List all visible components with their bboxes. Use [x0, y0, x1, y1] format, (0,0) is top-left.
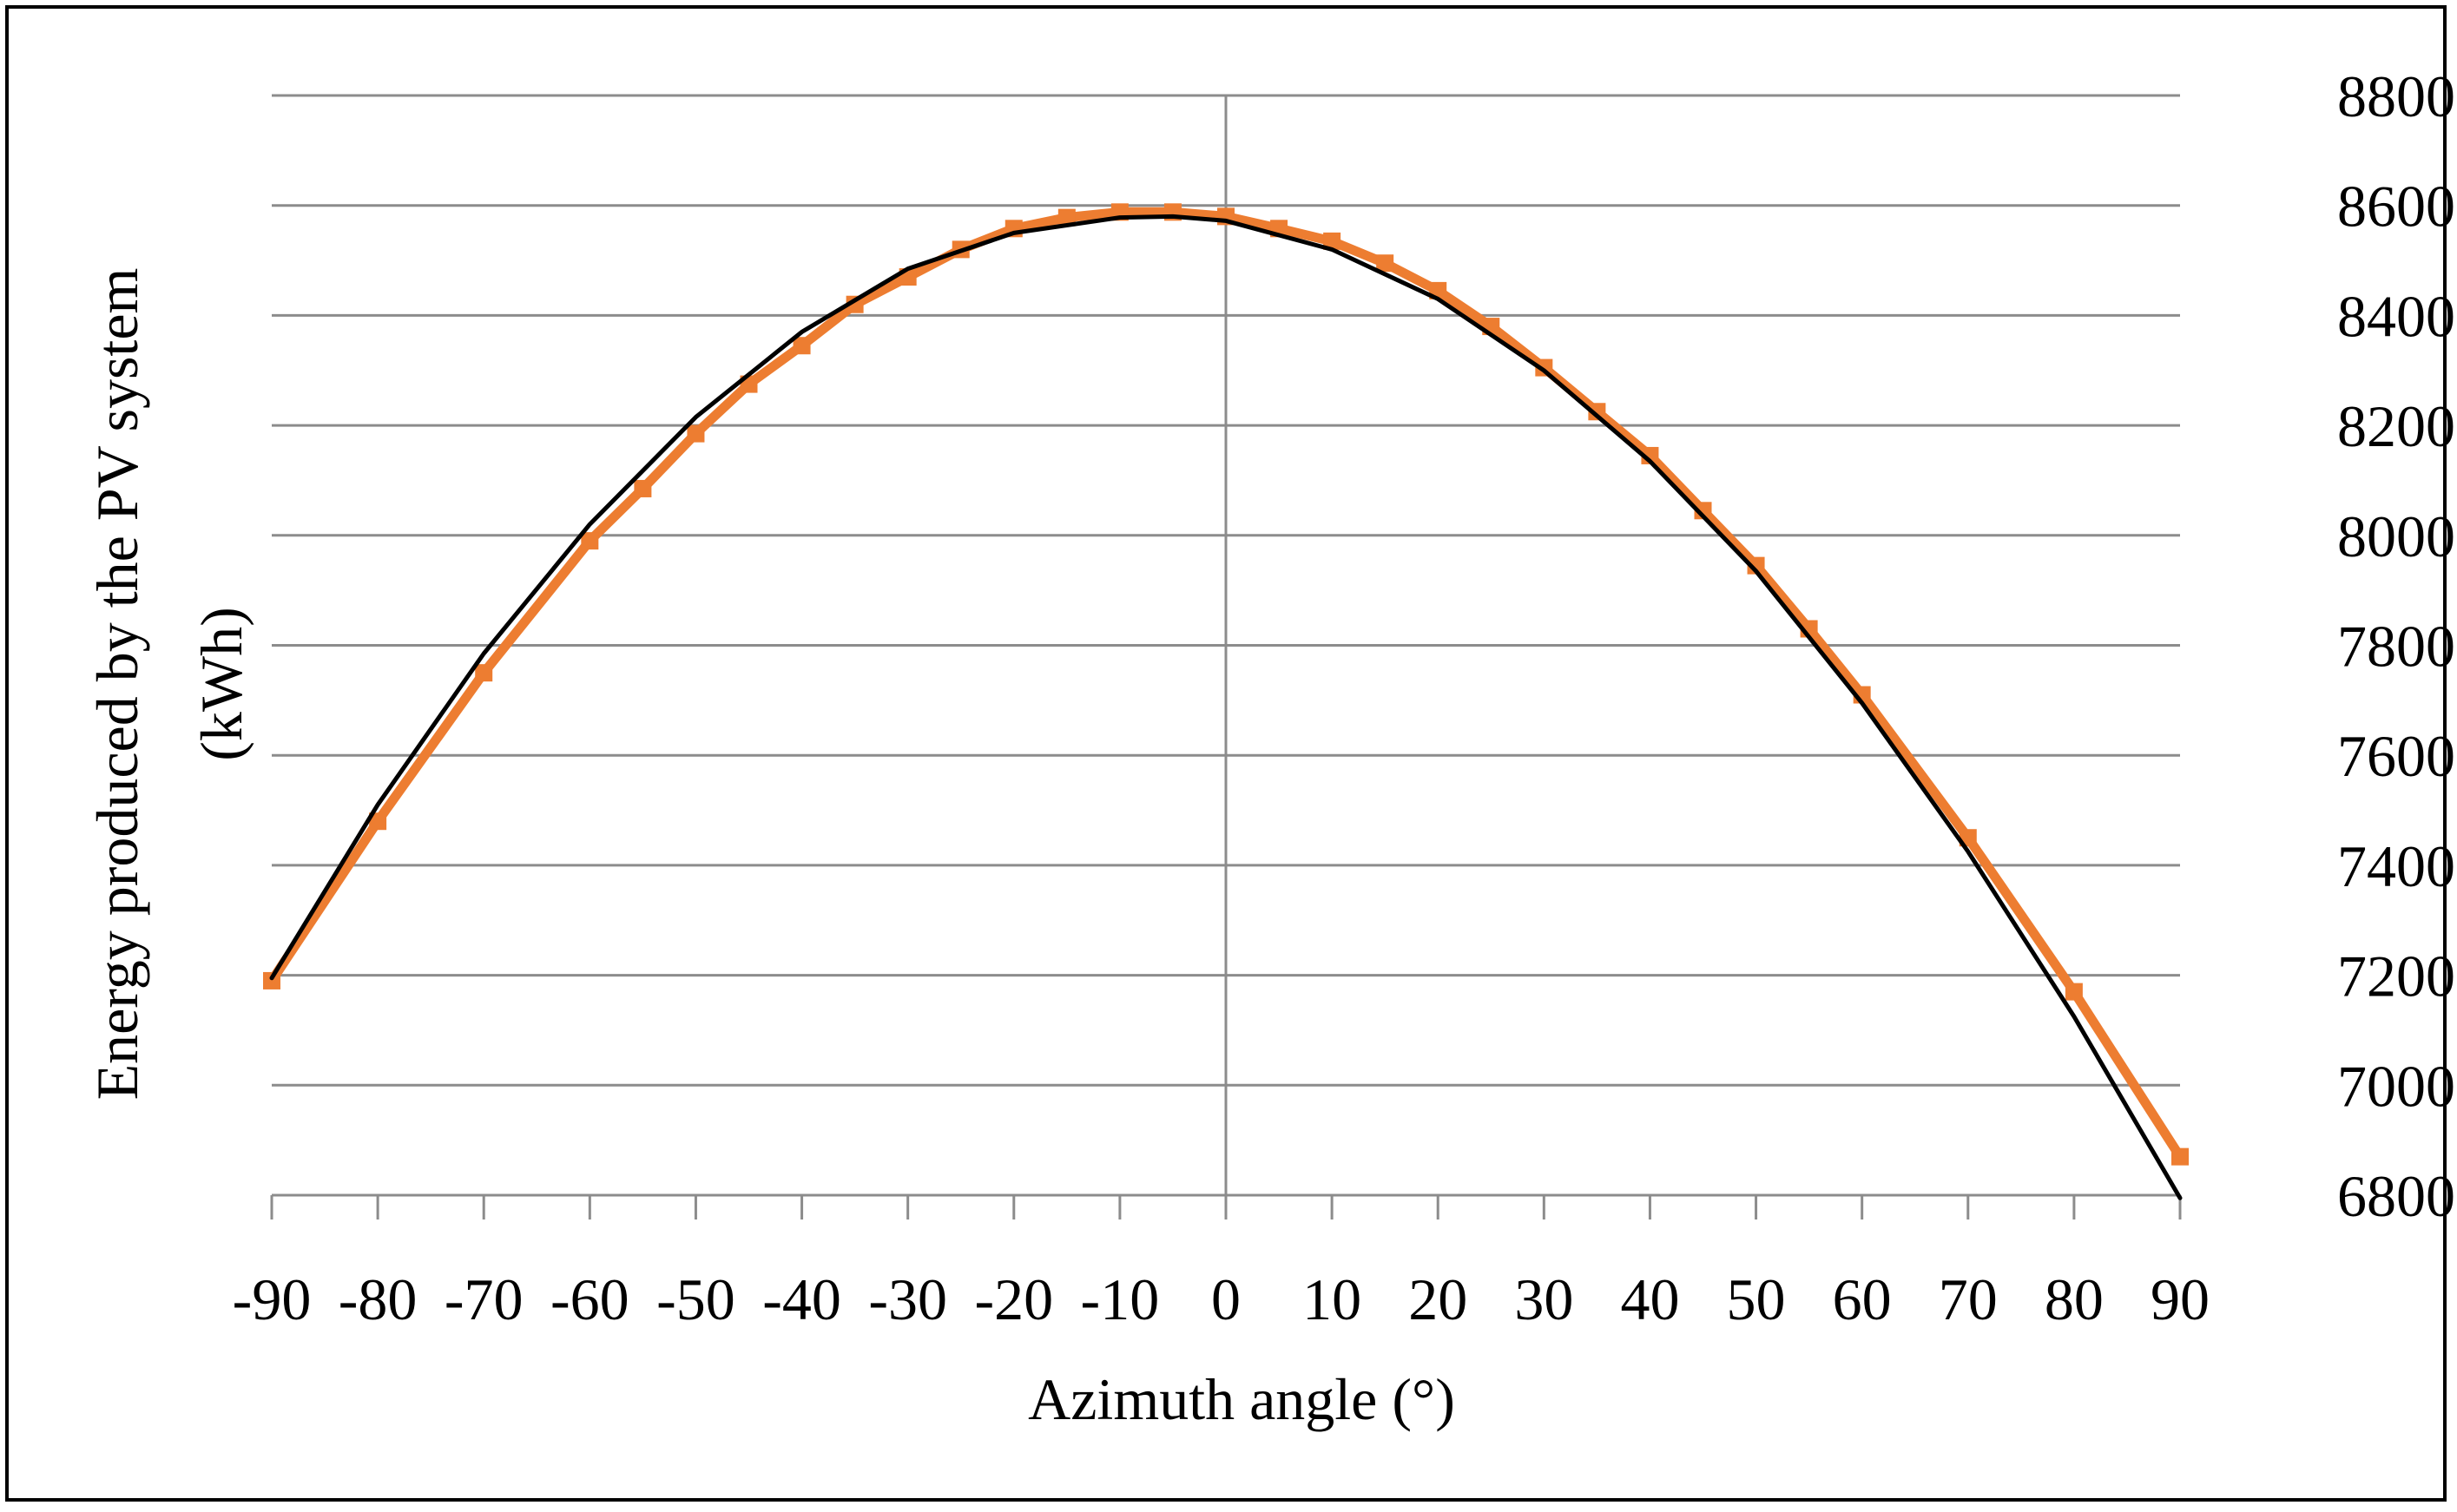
y-axis-title-line1: Energy produced by the PV system — [84, 268, 150, 1101]
data-point — [687, 424, 705, 443]
data-point — [475, 664, 493, 682]
y-tick-label-7200: 7200 — [2337, 943, 2455, 1009]
x-tick-label--20: -20 — [974, 1266, 1053, 1332]
x-tick-label--90: -90 — [233, 1266, 312, 1332]
x-tick-label-30: 30 — [1514, 1266, 1573, 1332]
data-point — [263, 971, 280, 989]
x-tick-label-10: 10 — [1302, 1266, 1361, 1332]
y-tick-label-8200: 8200 — [2337, 393, 2455, 459]
x-tick-label-80: 80 — [2045, 1266, 2104, 1332]
data-point — [1694, 502, 1712, 520]
y-tick-label-7000: 7000 — [2337, 1053, 2455, 1119]
y-axis-title-line2: (kWh) — [188, 607, 254, 760]
data-point — [369, 812, 387, 831]
x-tick-label-20: 20 — [1408, 1266, 1467, 1332]
y-tick-label-6800: 6800 — [2337, 1163, 2455, 1229]
y-tick-label-7400: 7400 — [2337, 833, 2455, 899]
x-tick-label--60: -60 — [550, 1266, 629, 1332]
y-tick-label-7800: 7800 — [2337, 614, 2455, 680]
data-point — [1057, 208, 1076, 227]
data-point — [1588, 403, 1606, 421]
y-tick-label-8000: 8000 — [2337, 503, 2455, 569]
x-tick-label--50: -50 — [656, 1266, 735, 1332]
y-tick-label-8800: 8800 — [2337, 63, 2455, 129]
x-tick-label--70: -70 — [445, 1266, 524, 1332]
data-point — [1323, 232, 1341, 250]
x-tick-label--30: -30 — [868, 1266, 947, 1332]
y-tick-label-8600: 8600 — [2337, 174, 2455, 240]
y-tick-label-8400: 8400 — [2337, 283, 2455, 349]
x-tick-label-60: 60 — [1833, 1266, 1892, 1332]
x-tick-label-0: 0 — [1211, 1266, 1241, 1332]
x-tick-labels: -90 -80 -70 -60 -50 -40 -30 -20 -10 0 10 20 30 40 50 60… — [233, 1266, 2210, 1332]
x-tick-label-50: 50 — [1727, 1266, 1786, 1332]
data-point — [581, 532, 599, 550]
data-point — [1376, 254, 1394, 273]
y-tick-label-7600: 7600 — [2337, 723, 2455, 789]
x-axis-title: Azimuth angle (°) — [1028, 1366, 1455, 1432]
data-point — [2171, 1147, 2189, 1166]
data-point — [2065, 983, 2083, 1001]
x-tick-label--80: -80 — [339, 1266, 418, 1332]
x-tick-label-70: 70 — [1939, 1266, 1998, 1332]
x-tick-label-40: 40 — [1620, 1266, 1679, 1332]
x-tick-label--10: -10 — [1081, 1266, 1160, 1332]
axes — [270, 95, 2182, 1219]
y-tick-labels: 6800 7000 7200 7400 7600 7800 8000 8200 8400 8600… — [2337, 63, 2455, 1229]
x-tick-label--40: -40 — [762, 1266, 841, 1332]
data-point — [634, 479, 652, 497]
data-point — [793, 337, 811, 355]
trendline — [269, 214, 2183, 1200]
series-group — [263, 203, 2189, 1200]
x-tick-label-90: 90 — [2151, 1266, 2210, 1332]
data-point — [1747, 556, 1765, 575]
